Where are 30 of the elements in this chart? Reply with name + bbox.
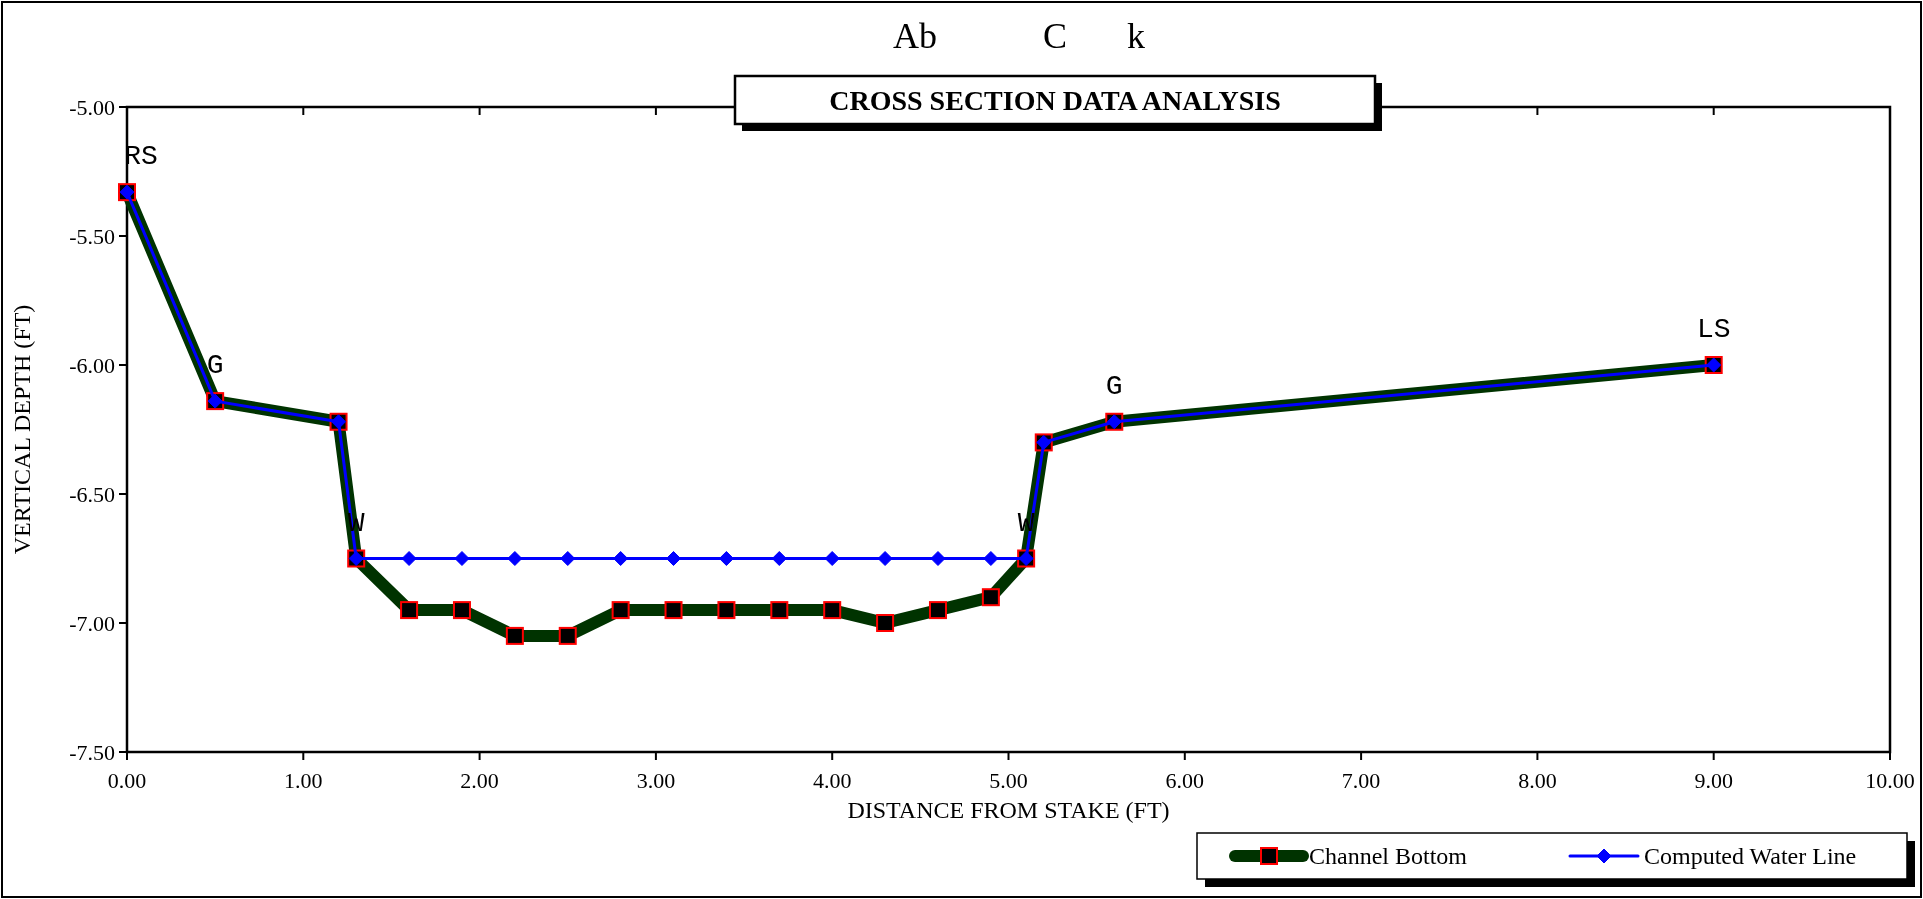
x-tick-label: 1.00 — [284, 768, 323, 793]
annotation: W — [347, 507, 365, 539]
annotation: W — [1017, 507, 1035, 539]
y-tick-label: -7.00 — [69, 610, 115, 636]
y-axis-title: VERTICAL DEPTH (FT) — [9, 304, 35, 555]
x-tick-label: 7.00 — [1341, 768, 1381, 793]
y-tick-label: -6.50 — [69, 481, 115, 507]
text: Ab — [893, 16, 937, 56]
y-tick-label: -7.50 — [69, 739, 115, 765]
legend-label: Computed Water Line — [1644, 843, 1857, 870]
chart-title: CROSS SECTION DATA ANALYSIS — [829, 84, 1281, 116]
text: C — [1042, 16, 1068, 56]
y-tick-label: -5.00 — [69, 94, 115, 120]
y-tick-label: -6.00 — [69, 352, 115, 378]
x-tick-label: 10.00 — [1865, 768, 1915, 793]
x-tick-label: 9.00 — [1694, 768, 1733, 793]
y-tick-label: -5.50 — [69, 223, 115, 249]
x-tick-label: 6.00 — [1165, 768, 1205, 793]
x-axis-title: DISTANCE FROM STAKE (FT) — [847, 797, 1170, 823]
x-tick-label: 5.00 — [989, 768, 1028, 793]
x-tick-label: 3.00 — [636, 768, 676, 793]
text: k — [1127, 16, 1145, 56]
x-tick-label: 0.00 — [107, 768, 147, 793]
x-tick-label: 8.00 — [1518, 768, 1557, 793]
legend-label: Channel Bottom — [1309, 843, 1468, 870]
annotation: LS — [1696, 314, 1731, 345]
annotation: G — [206, 350, 224, 382]
x-tick-label: 4.00 — [812, 768, 852, 793]
x-tick-label: 2.00 — [460, 768, 499, 793]
annotation: G — [1105, 370, 1123, 402]
